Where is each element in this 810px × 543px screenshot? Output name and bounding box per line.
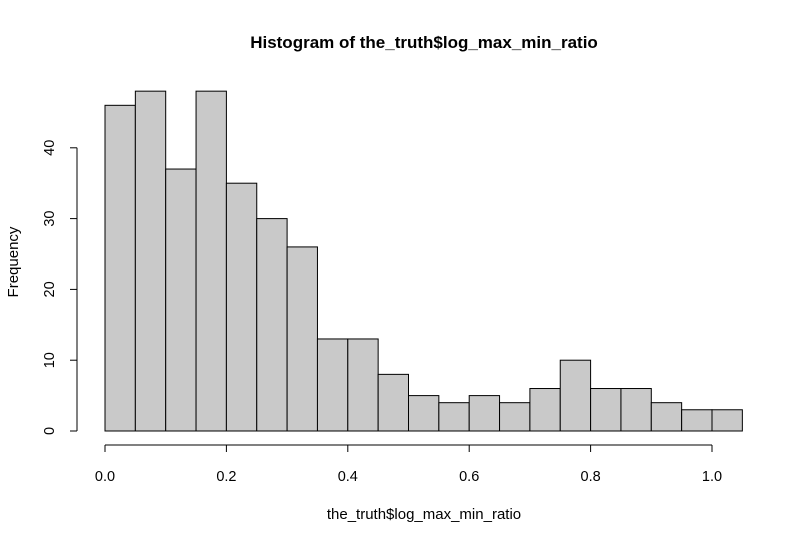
histogram-bar [468,395,501,432]
histogram-bar [165,168,197,432]
bars-group [104,90,743,432]
histogram-bar [195,90,227,432]
histogram-bar [681,409,713,432]
y-tick-label: 20 [42,281,58,297]
x-tick-label: 0.6 [459,469,479,485]
y-tick-label: 10 [42,352,58,368]
histogram-bar [104,104,136,432]
y-tick-label: 40 [42,140,58,156]
histogram-bar [529,388,561,432]
x-axis: 0.0 0.2 0.4 0.6 0.8 1.0 [95,444,722,485]
chart-title: Histogram of the_truth$log_max_min_ratio [250,33,598,52]
y-tick-label: 0 [42,427,58,435]
histogram-bar [377,373,409,432]
histogram-bar [711,409,743,432]
histogram-bar [499,402,531,432]
histogram-bar [134,90,167,432]
histogram-bar [316,338,349,432]
histogram-bar [650,402,683,432]
x-tick-label: 0.8 [581,469,601,485]
histogram-bar [590,388,622,432]
histogram-bar [256,218,288,432]
y-axis: 0 10 20 30 40 [42,140,78,435]
histogram-bar [347,338,379,432]
histogram-bar [438,402,470,432]
x-tick-label: 0.4 [338,469,358,485]
histogram-bar [559,359,592,432]
histogram-bar [286,246,318,432]
y-axis-label: Frequency [5,226,22,297]
x-tick-label: 0.0 [95,469,115,485]
x-tick-label: 1.0 [702,469,722,485]
histogram-bar [408,395,440,432]
x-axis-label: the_truth$log_max_min_ratio [327,506,521,523]
histogram-bar [620,388,652,432]
histogram-bar [225,182,258,432]
y-tick-label: 30 [42,211,58,227]
x-tick-label: 0.2 [216,469,236,485]
